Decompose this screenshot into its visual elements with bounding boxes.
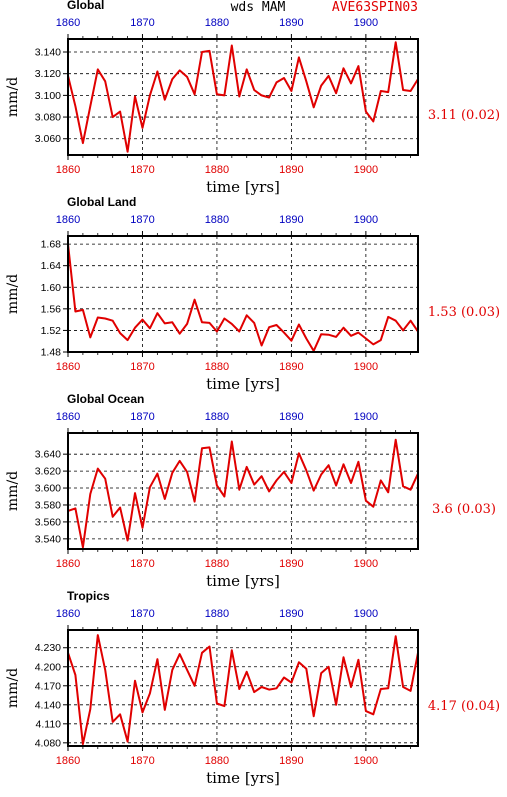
x-tick-label: 1870 (130, 361, 154, 373)
x-tick-label: 1870 (130, 558, 154, 570)
x-tick-label-top: 1870 (130, 17, 154, 29)
y-tick-label: 3.120 (35, 68, 61, 80)
chart-title: Global (67, 0, 104, 12)
series-line (67, 41, 419, 153)
y-tick-label: 4.170 (35, 680, 61, 692)
chart-title: Global Ocean (67, 392, 144, 406)
x-tick-label: 1900 (354, 361, 378, 373)
plot-frame (67, 38, 419, 156)
x-tick-label-top: 1870 (130, 411, 154, 423)
y-axis-label: mm/d (5, 77, 21, 117)
mean-annotation: 3.11 (0.02) (428, 108, 500, 123)
x-tick-label: 1870 (130, 755, 154, 767)
x-tick-label-top: 1890 (279, 608, 303, 620)
series-line (67, 243, 419, 352)
mean-annotation: 1.53 (0.03) (428, 305, 500, 320)
y-tick-label: 3.100 (35, 90, 61, 102)
plot-frame (67, 235, 419, 353)
y-axis-label: mm/d (5, 471, 21, 511)
y-tick-label: 3.620 (35, 466, 61, 478)
y-tick-label: 4.110 (36, 718, 62, 730)
y-tick-label: 3.540 (35, 533, 61, 545)
x-tick-label-top: 1900 (354, 411, 378, 423)
x-tick-label: 1860 (56, 361, 80, 373)
x-tick-label: 1860 (56, 164, 80, 176)
chart-title: Tropics (67, 589, 110, 603)
y-tick-label: 3.560 (35, 516, 61, 528)
y-tick-label: 1.60 (41, 282, 62, 294)
x-tick-label-top: 1880 (205, 608, 229, 620)
y-axis-label: mm/d (5, 274, 21, 314)
plot-frame (67, 432, 419, 550)
x-tick-label-top: 1860 (56, 214, 80, 226)
x-tick-label-top: 1880 (205, 214, 229, 226)
y-tick-label: 4.080 (35, 737, 61, 749)
x-tick-label-top: 1860 (56, 17, 80, 29)
y-tick-label: 4.200 (35, 661, 61, 673)
x-axis-label: time [yrs] (206, 572, 280, 590)
x-tick-label-top: 1870 (130, 214, 154, 226)
y-tick-label: 4.140 (35, 699, 61, 711)
x-tick-label-top: 1860 (56, 411, 80, 423)
y-tick-label: 1.48 (41, 347, 62, 359)
x-tick-label: 1860 (56, 558, 80, 570)
x-tick-label: 1870 (130, 164, 154, 176)
x-tick-label: 1880 (205, 164, 229, 176)
x-tick-label-top: 1900 (354, 214, 378, 226)
x-tick-label: 1900 (354, 755, 378, 767)
x-tick-label: 1880 (205, 755, 229, 767)
y-tick-label: 1.56 (41, 303, 62, 315)
x-tick-label: 1890 (279, 164, 303, 176)
header-right-label: AVE63SPIN03 (332, 0, 418, 15)
x-tick-label: 1890 (279, 558, 303, 570)
y-tick-label: 1.52 (41, 325, 62, 337)
chart-title: Global Land (67, 195, 136, 209)
y-tick-label: 3.140 (35, 47, 61, 59)
x-tick-label: 1880 (205, 361, 229, 373)
header-center-label: wds MAM (231, 0, 286, 15)
x-tick-label-top: 1890 (279, 411, 303, 423)
chart-panel: Global Ocean 3.540 3.560 3.580 3.600 3.620 3.6… (5, 392, 496, 590)
y-axis-label: mm/d (5, 668, 21, 708)
y-tick-label: 3.600 (35, 483, 61, 495)
x-tick-label: 1890 (279, 361, 303, 373)
y-tick-label: 3.060 (35, 133, 61, 145)
y-tick-label: 1.64 (41, 260, 62, 272)
series-line (67, 438, 419, 549)
y-tick-label: 1.68 (41, 239, 62, 251)
chart-panel: Tropics 4.080 4.110 4.140 4.170 4.200 4.230 186… (5, 589, 500, 787)
x-tick-label-top: 1880 (205, 17, 229, 29)
x-tick-label-top: 1880 (205, 411, 229, 423)
x-tick-label: 1890 (279, 755, 303, 767)
x-axis-label: time [yrs] (206, 769, 280, 787)
y-tick-label: 3.080 (35, 112, 61, 124)
x-tick-label: 1900 (354, 164, 378, 176)
x-tick-label-top: 1900 (354, 17, 378, 29)
plot-frame (67, 629, 419, 747)
y-tick-label: 3.640 (35, 449, 61, 461)
series-line (67, 634, 419, 746)
x-axis-label: time [yrs] (206, 178, 280, 196)
x-tick-label: 1880 (205, 558, 229, 570)
x-tick-label-top: 1860 (56, 608, 80, 620)
mean-annotation: 4.17 (0.04) (428, 699, 500, 714)
x-tick-label: 1900 (354, 558, 378, 570)
x-tick-label-top: 1890 (279, 17, 303, 29)
x-axis-label: time [yrs] (206, 375, 280, 393)
chart-panel: Global Land 1.48 1.52 1.56 1.60 1.64 1.68 1860 1… (5, 195, 500, 393)
y-tick-label: 3.580 (35, 499, 61, 511)
y-tick-label: 4.230 (35, 642, 61, 654)
x-tick-label-top: 1890 (279, 214, 303, 226)
x-tick-label: 1860 (56, 755, 80, 767)
x-tick-label-top: 1870 (130, 608, 154, 620)
x-tick-label-top: 1900 (354, 608, 378, 620)
mean-annotation: 3.6 (0.03) (432, 502, 496, 517)
chart-panel: Global 3.060 3.080 3.100 3.120 3.140 1860 1860 1… (5, 0, 500, 196)
